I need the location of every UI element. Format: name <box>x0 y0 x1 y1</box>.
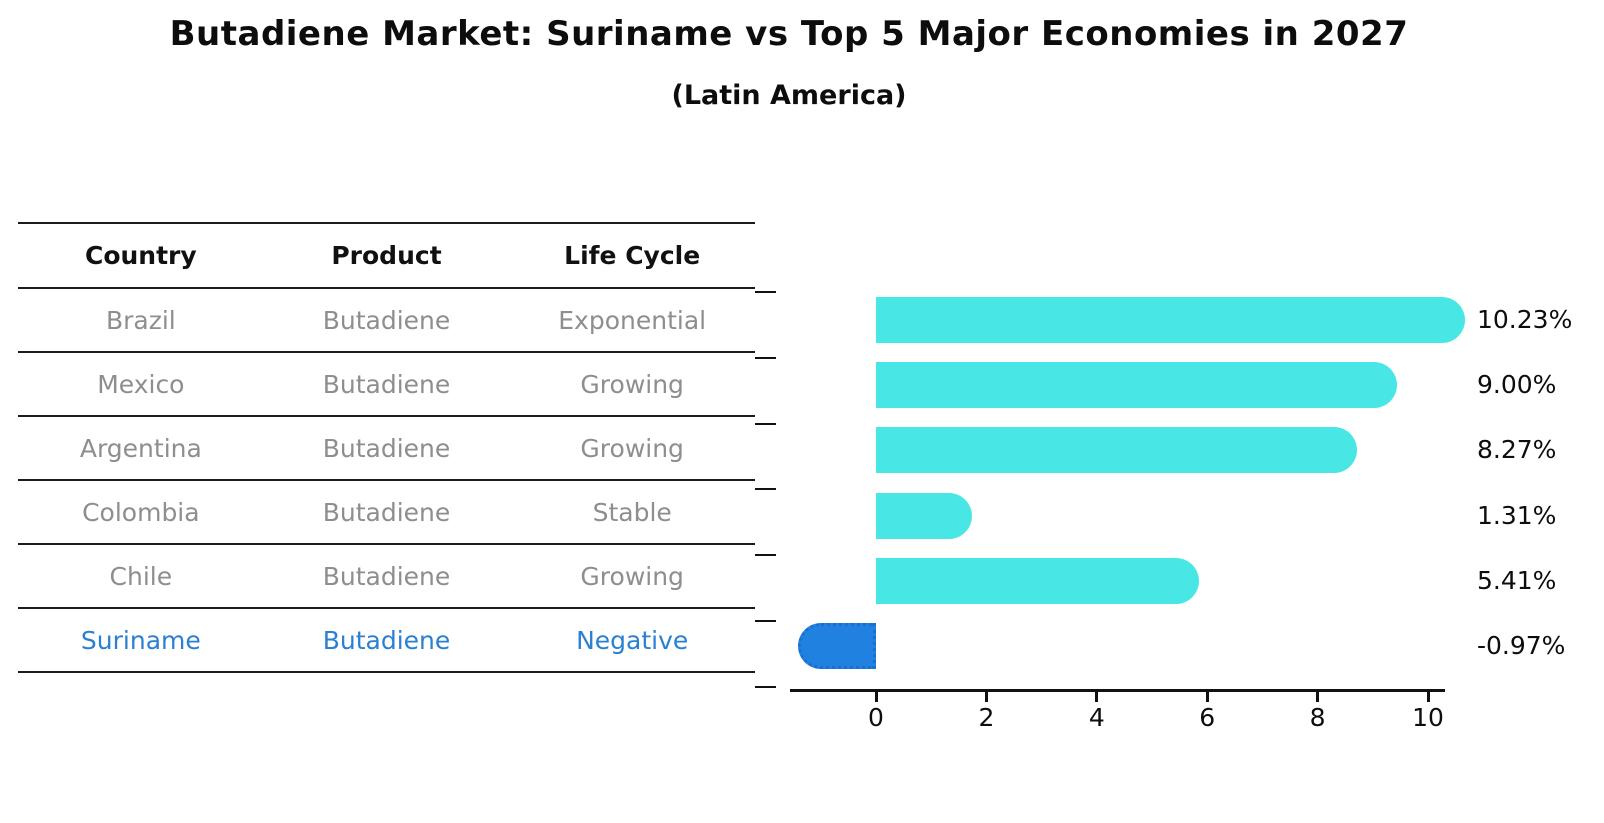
cell-life-cycle: Negative <box>576 625 689 655</box>
x-tick-mark <box>984 692 988 702</box>
cell-country: Brazil <box>105 305 176 335</box>
table-row-argentina: Argentina Butadiene Growing <box>18 417 755 481</box>
table-body: Brazil Butadiene Exponential Mexico Butadien… <box>18 289 755 673</box>
y-tick-mark <box>755 554 776 557</box>
cell-life-cycle: Growing <box>580 369 684 399</box>
table-row-colombia: Colombia Butadiene Stable <box>18 481 755 545</box>
bar-colombia <box>876 492 973 539</box>
cell-country: Chile <box>109 561 173 591</box>
bar-mexico <box>876 362 1397 409</box>
x-tick-mark <box>1426 692 1430 702</box>
cell-product: Butadiene <box>322 561 451 591</box>
table-row-brazil: Brazil Butadiene Exponential <box>18 289 755 353</box>
x-tick-mark <box>1316 692 1320 702</box>
cell-country: Mexico <box>97 369 185 399</box>
value-label-brazil: 10.23% <box>1477 305 1573 334</box>
value-label-argentina: 8.27% <box>1477 435 1557 465</box>
y-tick-mark <box>755 356 776 359</box>
x-tick-label: 4 <box>1088 703 1105 732</box>
cell-life-cycle: Exponential <box>558 305 707 335</box>
x-tick-label: 8 <box>1309 703 1326 732</box>
x-tick-mark <box>1095 692 1099 702</box>
chart-subtitle: (Latin America) <box>671 80 907 111</box>
cell-life-cycle: Stable <box>592 497 672 527</box>
cell-product: Butadiene <box>322 369 451 399</box>
y-tick-mark <box>755 422 776 425</box>
bar-brazil <box>876 297 1465 343</box>
x-tick-label: 2 <box>978 703 995 732</box>
country-table: Country Product Life Cycle Brazil Butadie… <box>18 222 755 673</box>
x-tick-label: 10 <box>1412 703 1444 732</box>
bar-argentina <box>876 427 1357 474</box>
table-row-chile: Chile Butadiene Growing <box>18 545 755 609</box>
bar-suriname <box>798 623 876 669</box>
x-tick-label: 6 <box>1199 703 1216 732</box>
chart-title: Butadiene Market: Suriname vs Top 5 Majo… <box>169 14 1409 54</box>
cell-life-cycle: Growing <box>580 433 684 463</box>
cell-life-cycle: Growing <box>580 561 684 591</box>
y-tick-mark <box>755 488 776 491</box>
cell-product: Butadiene <box>322 433 451 463</box>
cell-product: Butadiene <box>322 625 451 655</box>
header-product: Product <box>331 241 442 270</box>
value-label-mexico: 9.00% <box>1477 370 1557 400</box>
y-tick-mark <box>755 291 776 293</box>
x-tick-mark <box>874 692 878 702</box>
cell-country: Colombia <box>82 497 200 527</box>
table-header-row: Country Product Life Cycle <box>18 222 755 289</box>
header-country: Country <box>84 241 197 270</box>
y-tick-mark <box>755 685 776 688</box>
value-label-chile: 5.41% <box>1477 565 1557 595</box>
x-tick-label: 0 <box>868 703 884 732</box>
value-label-colombia: 1.31% <box>1477 500 1557 530</box>
header-life-cycle: Life Cycle <box>564 241 701 270</box>
y-tick-mark <box>755 620 776 622</box>
cell-product: Butadiene <box>322 305 451 335</box>
x-axis-line <box>790 689 1445 692</box>
x-tick-mark <box>1205 692 1209 702</box>
bar-chile <box>876 557 1199 604</box>
table-row-mexico: Mexico Butadiene Growing <box>18 353 755 417</box>
cell-country: Argentina <box>79 433 202 463</box>
table-row-suriname: Suriname Butadiene Negative <box>18 609 755 673</box>
value-label-suriname: -0.97% <box>1477 631 1566 660</box>
cell-product: Butadiene <box>322 497 451 527</box>
cell-country: Suriname <box>80 625 201 655</box>
